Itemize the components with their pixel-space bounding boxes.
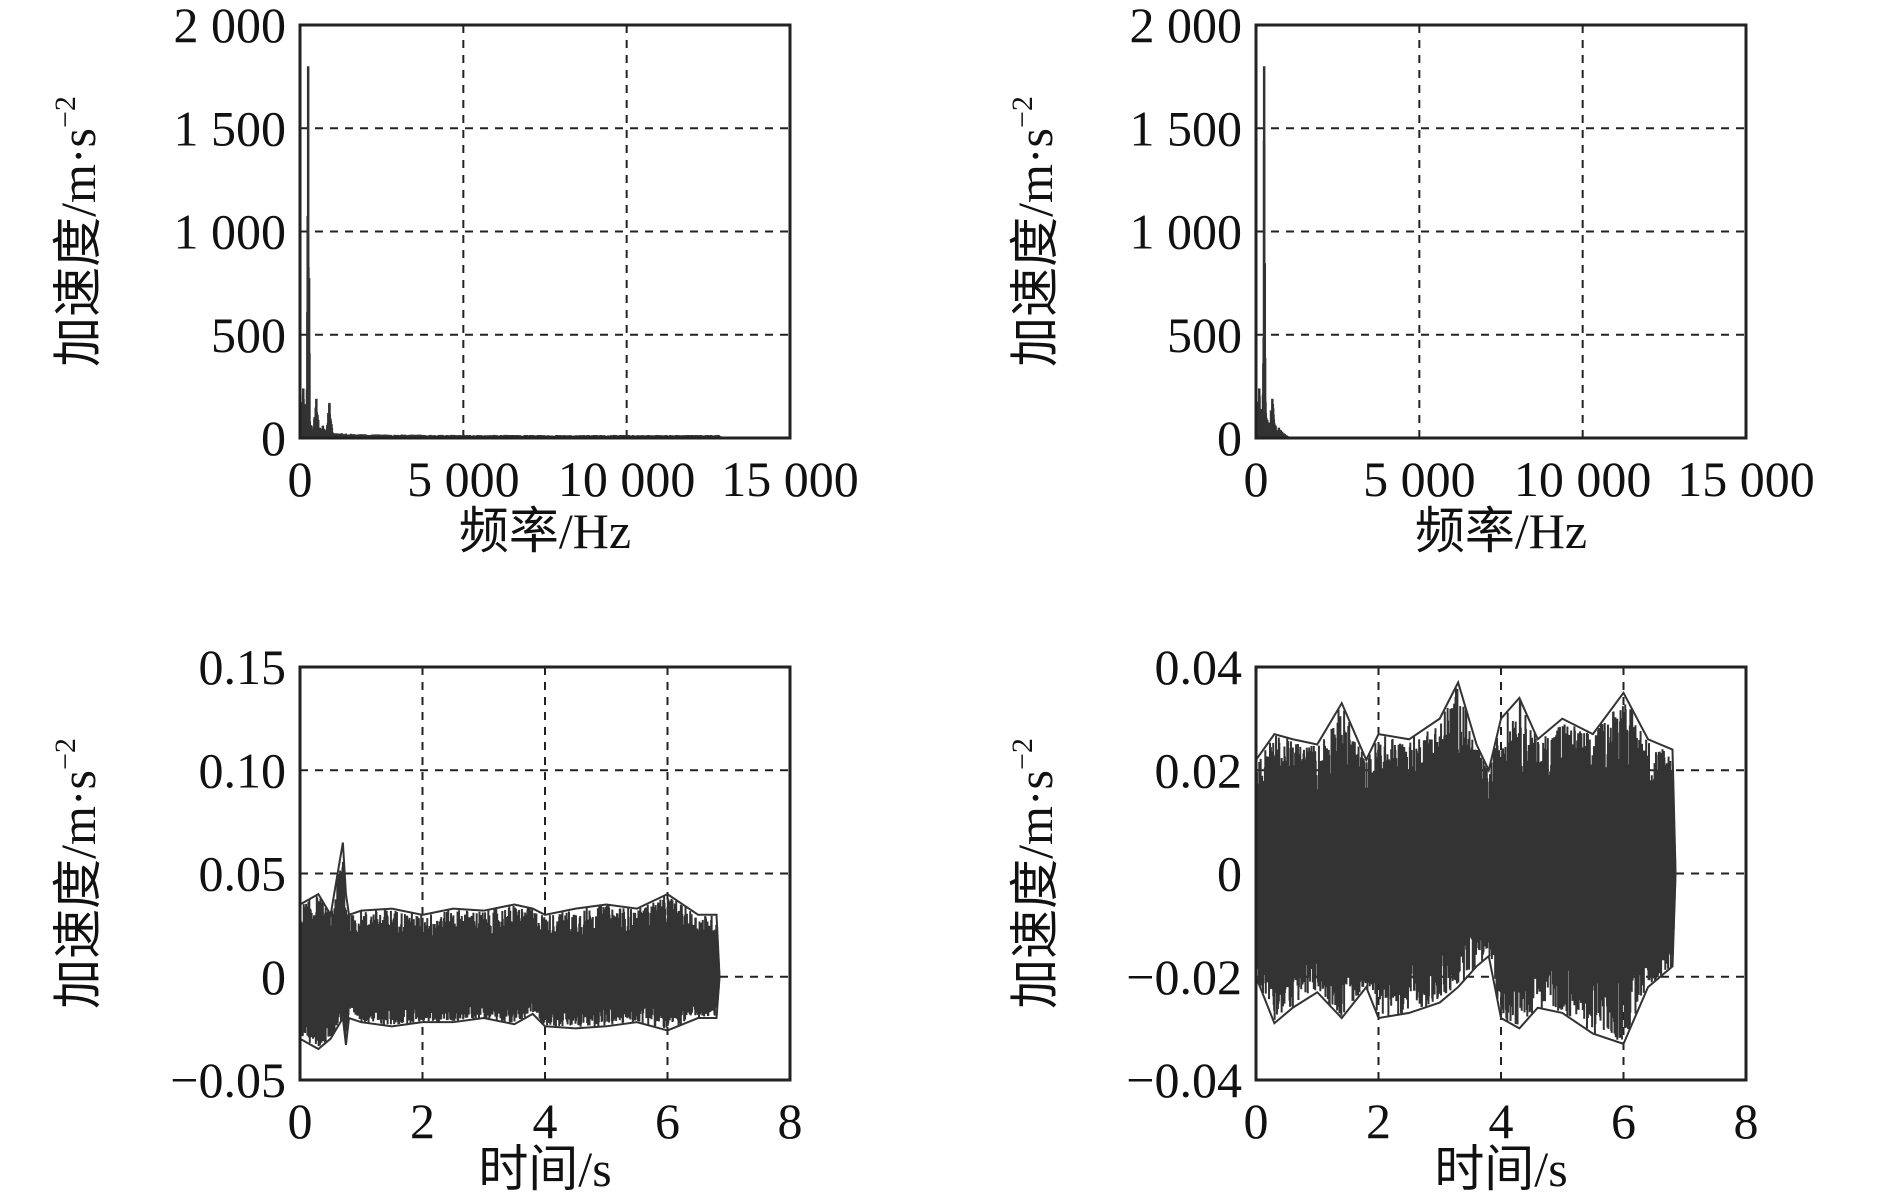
x-axis-title: 频率/Hz	[1415, 503, 1587, 559]
y-tick-label: 500	[211, 307, 286, 363]
x-tick-label: 0	[288, 451, 313, 507]
chart-top-left: 0 5 000 10 000 15 000 0 500 1 000 1 500 2 000 频率/…	[49, 0, 859, 559]
y-axis-title: 加速度/m·s−2	[1006, 738, 1063, 1009]
x-tick-label: 10 000	[558, 451, 696, 507]
y-tick-label: 0.10	[199, 742, 287, 798]
x-tick-label: 6	[1611, 1093, 1636, 1149]
x-axis-title: 时间/s	[1434, 1141, 1567, 1197]
y-axis-title-superscript: −2	[1006, 96, 1039, 128]
x-tick-label: 5 000	[407, 451, 520, 507]
plot-frame	[298, 665, 792, 1082]
y-axis-title-superscript: −2	[49, 738, 82, 770]
y-axis-title: 加速度/m·s−2	[49, 96, 106, 367]
y-tick-label: 0	[261, 949, 286, 1005]
y-axis-title: 加速度/m·s−2	[49, 738, 106, 1009]
x-tick-label: 0	[1244, 451, 1269, 507]
x-tick-label: 6	[655, 1093, 680, 1149]
x-tick-label: 8	[1734, 1093, 1759, 1149]
x-tick-label: 0	[1244, 1093, 1269, 1149]
plot-frame	[1254, 23, 1748, 440]
x-tick-label: 4	[1489, 1093, 1514, 1149]
x-tick-label: 5 000	[1363, 451, 1476, 507]
y-axis-title-superscript: −2	[1006, 738, 1039, 770]
y-tick-label: −0.05	[170, 1052, 286, 1108]
x-tick-label: 15 000	[721, 451, 859, 507]
y-tick-label: 0.02	[1155, 742, 1243, 798]
y-tick-label: 0	[261, 410, 286, 466]
y-tick-label: 500	[1167, 307, 1242, 363]
y-tick-label: 1 500	[174, 100, 287, 156]
x-tick-label: 0	[288, 1093, 313, 1149]
x-tick-label: 2	[410, 1093, 435, 1149]
y-tick-label: 0	[1217, 846, 1242, 902]
y-axis-title-text: 加速度/m·s	[50, 128, 106, 367]
y-tick-label: 0	[1217, 410, 1242, 466]
y-axis-title-text: 加速度/m·s	[1007, 770, 1063, 1009]
y-tick-label: 2 000	[174, 0, 287, 53]
x-tick-label: 8	[778, 1093, 803, 1149]
chart-bottom-right: 0 2 4 6 8 −0.04 −0.02 0 0.02 0.04 时间/s 加速度/m·s−2	[1006, 639, 1759, 1197]
time-signal-series	[299, 861, 721, 1047]
y-axis-title-superscript: −2	[49, 96, 82, 128]
x-tick-label: 4	[533, 1093, 558, 1149]
y-tick-label: 1 000	[174, 204, 287, 260]
y-tick-label: 0.05	[199, 846, 287, 902]
plot-frame	[1254, 665, 1748, 1082]
y-axis-title: 加速度/m·s−2	[1006, 96, 1063, 367]
x-tick-label: 2	[1366, 1093, 1391, 1149]
upper-envelope	[1255, 679, 1677, 874]
y-tick-label: 2 000	[1130, 0, 1243, 53]
y-axis-title-text: 加速度/m·s	[1007, 128, 1063, 367]
upper-envelope	[299, 842, 721, 977]
lower-envelope	[299, 976, 721, 1051]
x-axis-title: 时间/s	[478, 1141, 611, 1197]
x-tick-label: 10 000	[1514, 451, 1652, 507]
y-tick-label: 1 000	[1130, 204, 1243, 260]
y-tick-label: 0.15	[199, 639, 287, 695]
y-tick-label: 0.04	[1155, 639, 1243, 695]
y-tick-label: −0.02	[1126, 949, 1242, 1005]
spectrum-series	[298, 215, 726, 438]
y-tick-label: 1 500	[1130, 100, 1243, 156]
spectrum-series	[1254, 140, 1747, 438]
y-tick-label: −0.04	[1126, 1052, 1242, 1108]
y-axis-title-text: 加速度/m·s	[50, 770, 106, 1009]
x-tick-label: 15 000	[1677, 451, 1815, 507]
x-axis-title: 频率/Hz	[459, 503, 631, 559]
chart-top-right: 0 5 000 10 000 15 000 0 500 1 000 1 500 2 000 频率/…	[1006, 0, 1815, 559]
plot-frame	[298, 23, 792, 440]
lower-envelope	[1255, 873, 1677, 1046]
